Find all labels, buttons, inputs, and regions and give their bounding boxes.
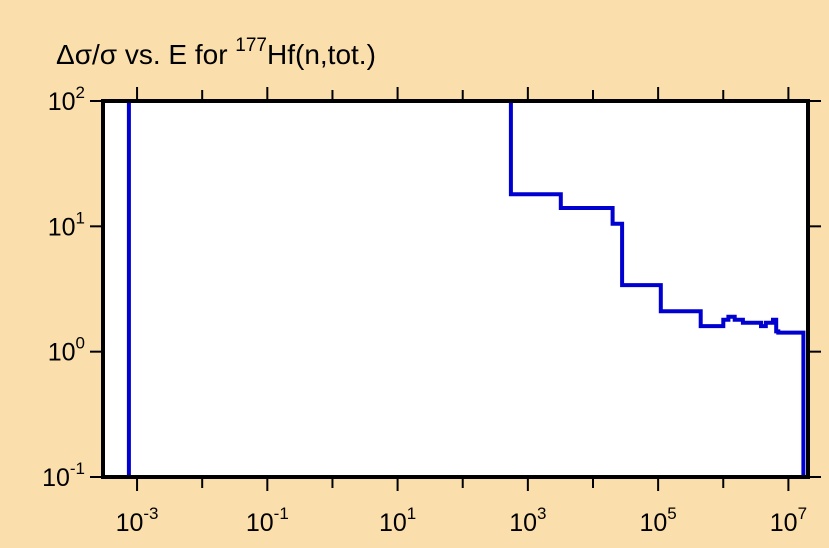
- y-tick-label-exponent: -1: [70, 459, 85, 478]
- plot-area: [103, 101, 808, 477]
- x-tick-label: 105: [639, 504, 676, 537]
- x-tick-labels: 10-3 10-1 101 103 105 107: [116, 504, 807, 537]
- x-tick-label-exponent: 1: [407, 504, 416, 523]
- x-tick-label: 10-3: [116, 504, 159, 537]
- x-tick-label-base: 10: [379, 509, 407, 537]
- y-tick-label-exponent: 2: [76, 83, 85, 102]
- y-tick-label-base: 10: [48, 88, 76, 116]
- x-tick-label-exponent: -3: [143, 504, 158, 523]
- y-tick-label-base: 10: [48, 213, 76, 241]
- chart-title: Δσ/σ vs. E for 177Hf(n,tot.): [56, 35, 376, 70]
- x-tick-label-exponent: 3: [537, 504, 546, 523]
- y-tick-label-base: 10: [48, 339, 76, 367]
- series-layer: [126, 99, 806, 477]
- x-tick-label-exponent: -1: [274, 504, 289, 523]
- y-tick-label-base: 10: [42, 464, 70, 492]
- x-tick-label-base: 10: [770, 509, 798, 537]
- chart-title-superscript: 177: [235, 35, 267, 56]
- x-tick-label-base: 10: [246, 509, 274, 537]
- chart-title-suffix: Hf(n,tot.): [267, 39, 376, 70]
- x-tick-label-base: 10: [639, 509, 667, 537]
- x-tick-label: 103: [509, 504, 546, 537]
- y-tick-label: 102: [48, 83, 85, 116]
- series-line: [126, 99, 806, 477]
- chart-title-prefix: Δσ/σ vs. E for: [56, 39, 235, 70]
- y-tick-label: 10-1: [42, 459, 85, 492]
- x-tick-label: 10-1: [246, 504, 289, 537]
- x-tick-label-base: 10: [509, 509, 537, 537]
- x-tick-label: 101: [379, 504, 416, 537]
- plot-frame: [101, 99, 810, 479]
- y-tick-label: 100: [48, 334, 85, 367]
- x-tick-label-base: 10: [116, 509, 144, 537]
- y-tick-label-exponent: 0: [76, 334, 85, 353]
- x-tick-label-exponent: 7: [798, 504, 807, 523]
- y-tick-label-exponent: 1: [76, 208, 85, 227]
- x-tick-label-exponent: 5: [667, 504, 676, 523]
- x-tick-label: 107: [770, 504, 807, 537]
- y-tick-label: 101: [48, 208, 85, 241]
